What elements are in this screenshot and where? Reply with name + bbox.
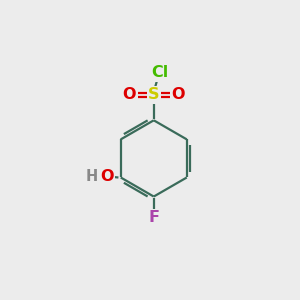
Text: O: O	[123, 87, 136, 102]
Text: S: S	[148, 87, 160, 102]
Text: O: O	[100, 169, 114, 184]
Text: Cl: Cl	[151, 65, 168, 80]
Text: O: O	[171, 87, 185, 102]
Text: F: F	[148, 210, 159, 225]
Text: H: H	[85, 169, 98, 184]
